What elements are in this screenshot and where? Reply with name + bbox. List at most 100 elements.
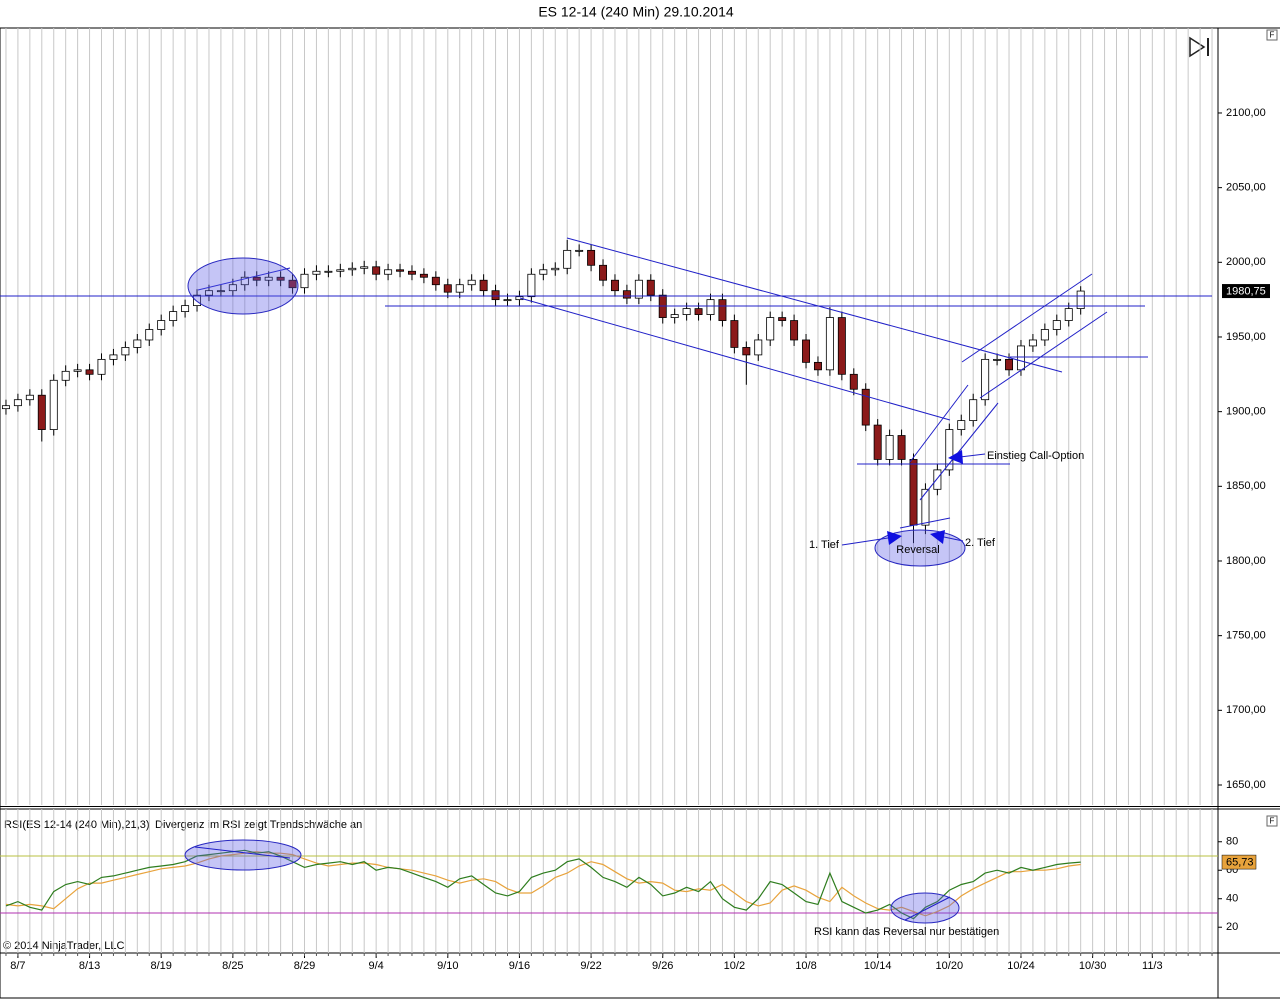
x-tick-label: 8/29 [294,960,315,972]
candle-body [1028,339,1037,347]
candle-body [157,320,166,330]
candle-body [909,459,918,526]
x-tick-label: 9/4 [368,960,383,972]
candle-body [599,264,608,281]
candle-body [622,290,631,299]
x-tick-label: 10/2 [724,960,745,972]
candle-body [109,354,118,360]
panel-button[interactable]: F [1266,29,1278,41]
candle-body [515,296,524,301]
candle-body [634,279,643,299]
candle-body [754,339,763,356]
x-tick-label: 8/13 [79,960,100,972]
candle-body [1016,345,1025,371]
candle-body [372,266,381,275]
candle-body [25,394,34,401]
candle-body [228,284,237,292]
y-tick-label: 1750,00 [1226,630,1266,642]
candle-body [145,329,154,341]
candle-body [933,469,942,490]
candle-body [396,269,405,272]
candle-body [646,279,655,296]
candle-body [37,394,46,430]
candle-body [551,267,560,271]
candle-body [706,299,715,315]
candle-body [455,284,464,293]
x-tick-label: 8/25 [222,960,243,972]
candle-body [443,284,452,293]
candle-body [921,488,930,526]
candle-body [360,266,369,269]
candle-body [885,435,894,460]
candle-body [802,339,811,363]
candle-body [1040,329,1049,341]
candle-body [407,270,416,275]
candle-body [240,276,249,286]
frame [0,27,1280,999]
y-tick-label: 1700,00 [1226,704,1266,716]
candle-body [718,299,727,321]
candle-body [778,317,787,321]
annotation: 2. Tief [965,537,996,549]
candle-body [694,308,703,315]
candle-body [682,308,691,315]
candle-body [993,358,1002,361]
candle-body [252,276,261,281]
y-tick-label: 2050,00 [1226,182,1266,194]
candle-body [73,369,82,372]
last-value-box [1222,284,1270,299]
button-label: F [1270,31,1275,40]
y-tick-label: 1900,00 [1226,406,1266,418]
candle-body [121,347,130,356]
button-label: F [1270,817,1275,826]
copyright: © 2014 NinjaTrader, LLC [3,940,124,952]
candle-body [348,267,357,271]
x-tick-label: 8/19 [150,960,171,972]
x-tick-label: 9/10 [437,960,458,972]
x-tick-label: 11/3 [1142,960,1163,972]
x-tick-label: 10/24 [1007,960,1035,972]
candle-body [97,358,106,375]
candle-body [204,290,213,296]
x-tick-label: 9/22 [580,960,601,972]
candle-body [945,429,954,471]
candle-body [539,269,548,275]
panel-button[interactable]: F [1266,815,1278,827]
y-tick-label: 2100,00 [1226,107,1266,119]
candle-body [873,424,882,460]
y-tick-label: 1800,00 [1226,555,1266,567]
candle-body [479,279,488,292]
candle-body [419,273,428,278]
chart-title: ES 12-14 (240 Min) 29.10.2014 [538,4,734,20]
candle-body [288,279,297,289]
y-tick-label: 2000,00 [1226,256,1266,268]
x-tick-label: 9/16 [509,960,530,972]
candle-body [169,311,178,321]
x-tick-label: 9/26 [652,960,673,972]
candle-body [1,405,10,410]
candle-body [503,299,512,302]
x-tick-label: 10/30 [1079,960,1107,972]
candle-body [1076,290,1085,310]
candle-body [312,270,321,275]
candle-body [766,317,775,341]
last-value-label: 1980,75 [1226,285,1266,297]
candle-body [491,290,500,301]
candle-body [837,317,846,375]
candle-body [193,294,202,307]
candle-body [300,273,309,289]
annotation: 1. Tief [809,539,840,551]
x-tick-label: 10/8 [795,960,816,972]
candle-body [813,361,822,371]
annotation: Einstieg Call-Option [987,450,1084,462]
candle-body [527,273,536,298]
candle-body [384,269,393,275]
play-icon[interactable] [1189,36,1209,58]
candle-body [1005,358,1014,371]
candle-body [849,373,858,390]
candle-body [181,305,190,312]
last-value-label: 65,73 [1226,856,1254,868]
candle-body [957,420,966,430]
y-tick-label: 1950,00 [1226,331,1266,343]
